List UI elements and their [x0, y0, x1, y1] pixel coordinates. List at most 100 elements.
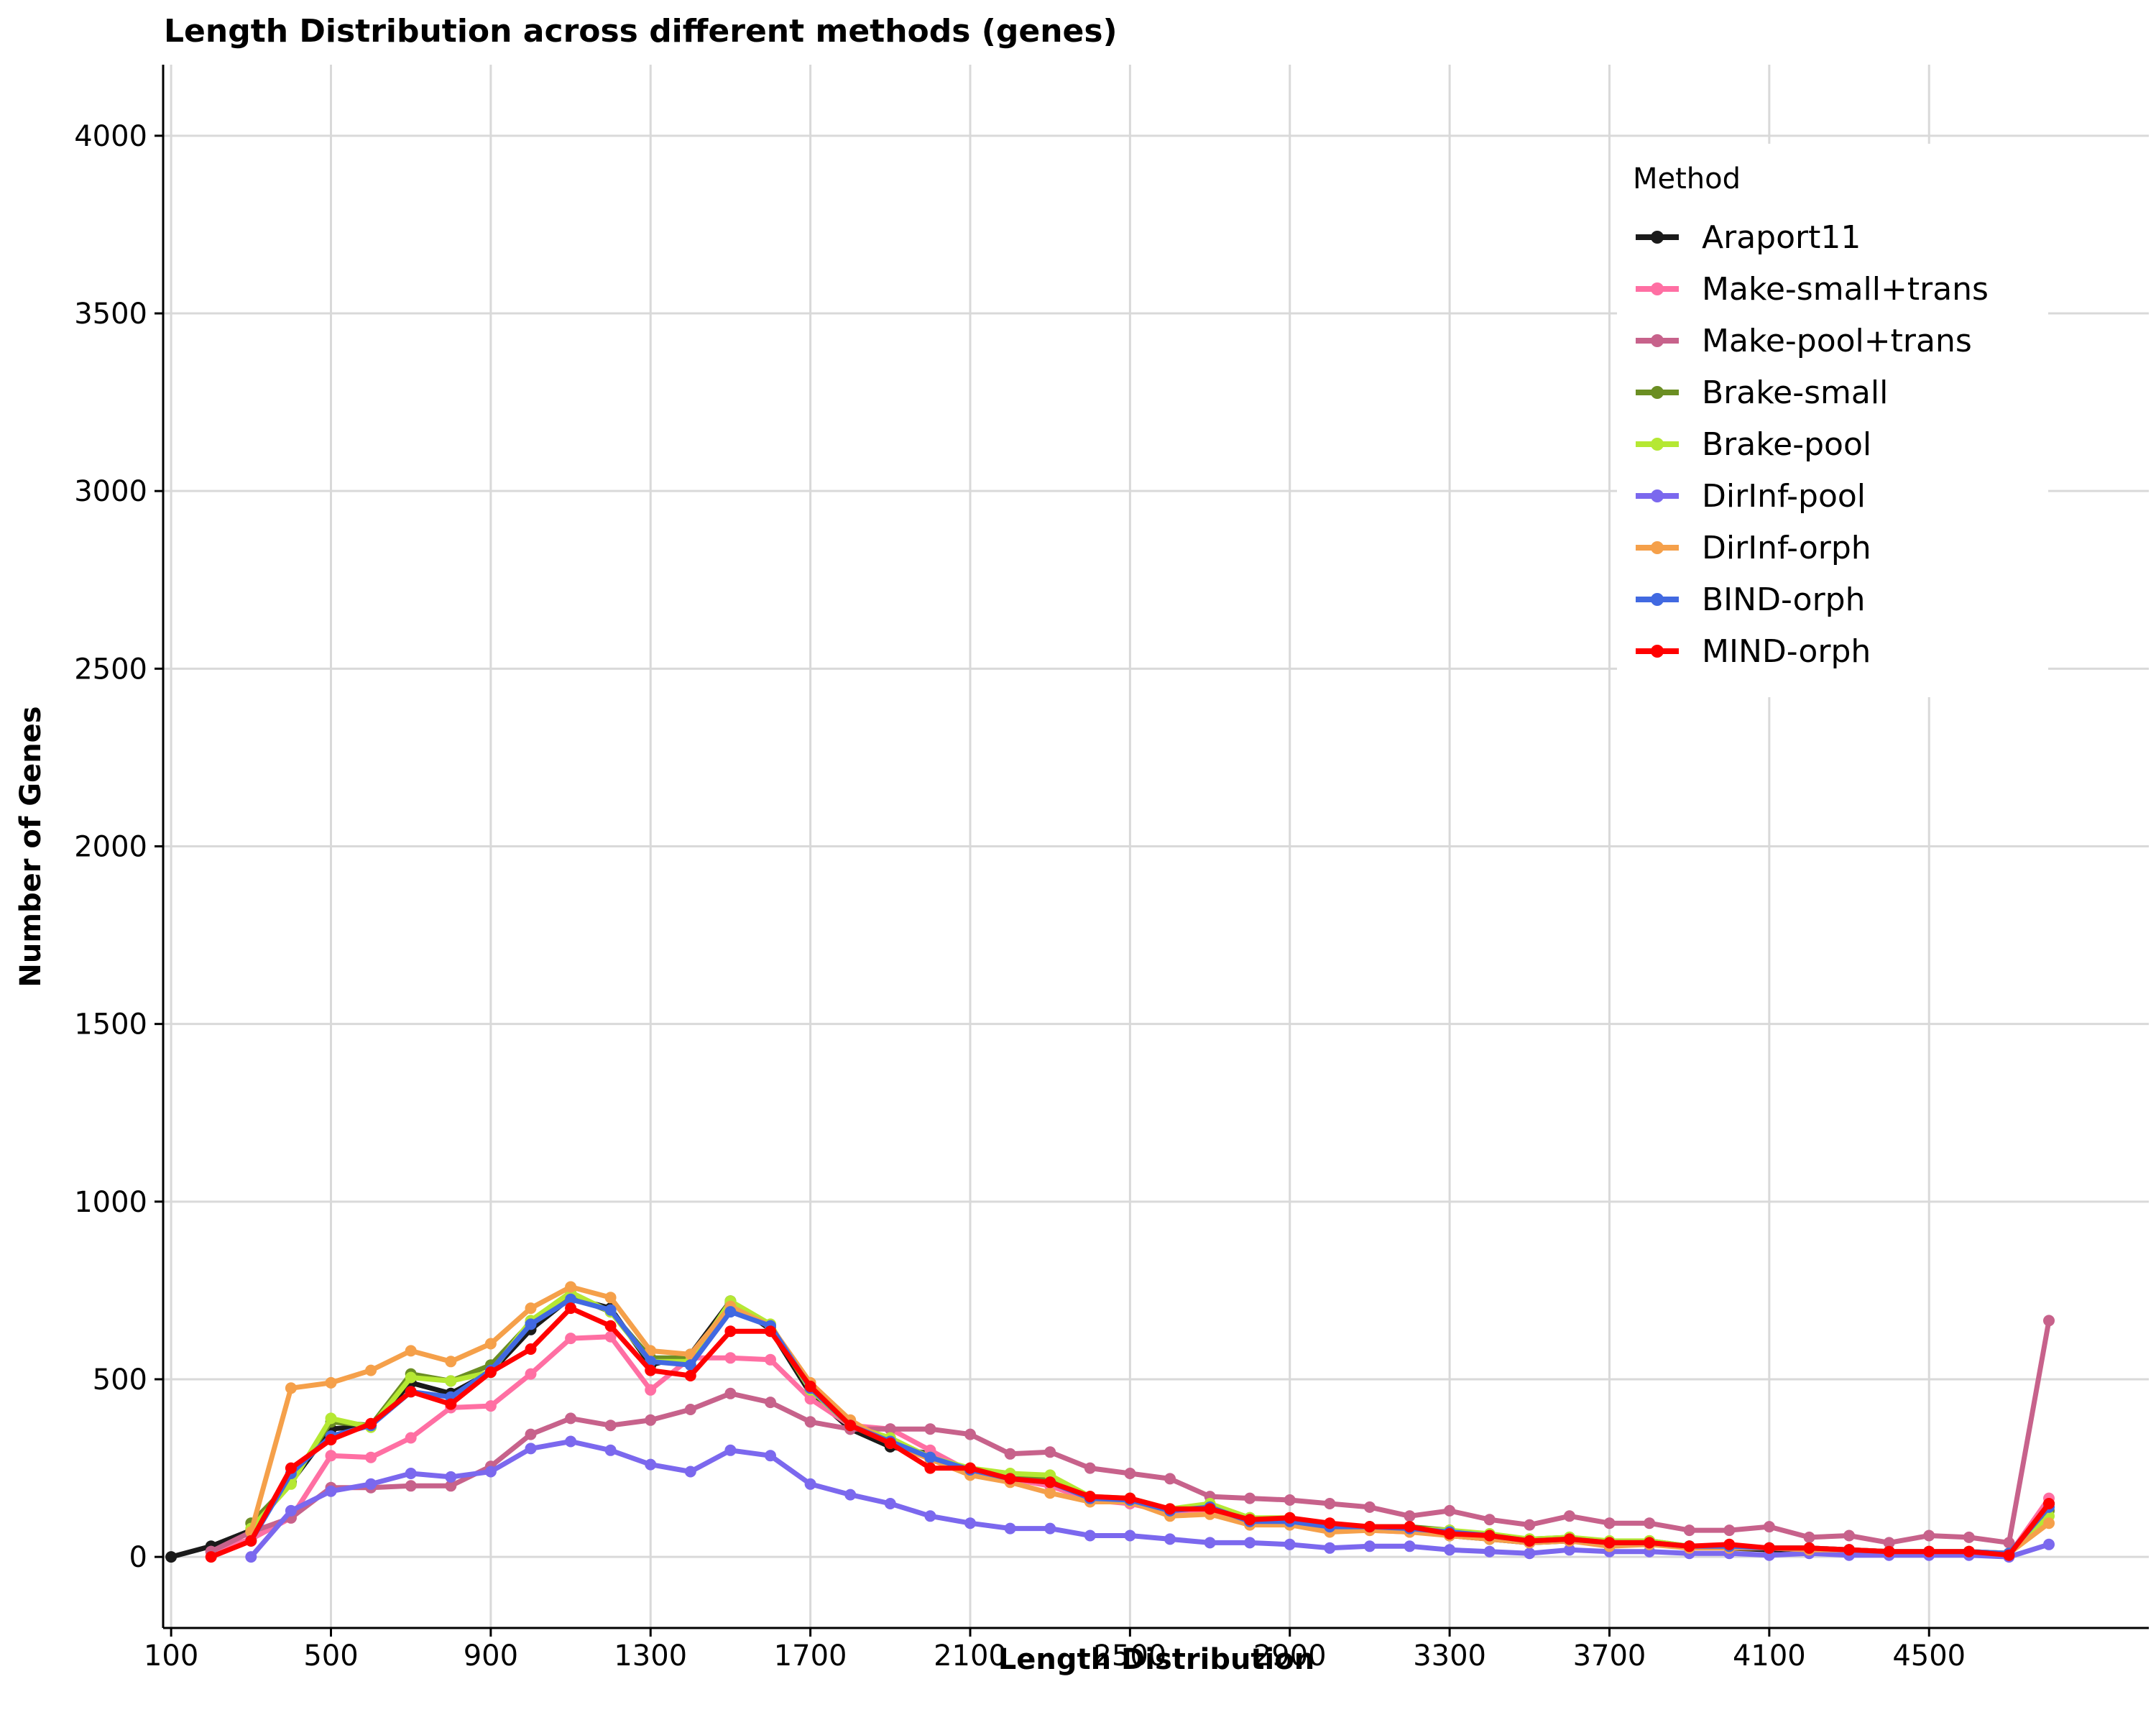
- data-point: [924, 1423, 936, 1435]
- data-point: [405, 1468, 417, 1479]
- data-point: [285, 1462, 297, 1474]
- data-point: [1923, 1545, 1935, 1558]
- data-point: [604, 1444, 617, 1456]
- data-point: [804, 1478, 816, 1490]
- data-point: [1524, 1547, 1536, 1560]
- x-tick-label: 900: [464, 1639, 518, 1673]
- x-tick-labels: 100 500 900 1300 1700 2100 2500 2900 3300 3700 410…: [144, 1628, 1966, 1673]
- data-point: [1244, 1537, 1256, 1549]
- legend-item: Make-small+trans: [1636, 271, 1989, 308]
- data-point: [365, 1451, 377, 1463]
- data-point: [445, 1480, 457, 1492]
- data-point: [1084, 1462, 1096, 1474]
- legend-label: Araport11: [1702, 219, 1861, 256]
- legend-title: Method: [1633, 162, 1741, 196]
- legend-items: Araport11 Make-small+trans Make-pool+trans…: [1636, 219, 1989, 670]
- data-point: [1204, 1537, 1216, 1549]
- y-tick-label: 3500: [74, 298, 147, 331]
- legend-swatch-point: [1651, 489, 1664, 502]
- legend-label: Make-pool+trans: [1702, 323, 1972, 359]
- data-point: [1444, 1504, 1456, 1517]
- data-point: [1843, 1544, 1855, 1556]
- data-point: [525, 1368, 537, 1380]
- data-point: [1563, 1533, 1575, 1545]
- data-point: [1963, 1545, 1975, 1558]
- data-point: [724, 1387, 737, 1399]
- data-point: [1603, 1517, 1616, 1530]
- data-point: [1124, 1530, 1136, 1542]
- data-point: [285, 1504, 297, 1517]
- data-point: [1524, 1519, 1536, 1531]
- x-tick-label: 2500: [1093, 1639, 1166, 1673]
- data-point: [844, 1489, 857, 1501]
- data-point: [1363, 1540, 1376, 1552]
- data-point: [1324, 1498, 1336, 1509]
- legend-swatch-point: [1651, 282, 1664, 295]
- data-point: [1044, 1446, 1056, 1458]
- data-point: [325, 1376, 337, 1389]
- x-tick-label: 2100: [934, 1639, 1007, 1673]
- data-point: [165, 1551, 178, 1563]
- data-point: [604, 1304, 617, 1316]
- data-point: [1483, 1514, 1496, 1526]
- chart-title: Length Distribution across different met…: [164, 13, 1118, 50]
- data-point: [1923, 1530, 1935, 1542]
- series-line: [248, 1284, 2051, 1556]
- y-tick-label: 500: [93, 1363, 147, 1397]
- data-point: [1683, 1524, 1695, 1537]
- data-point: [1644, 1517, 1656, 1530]
- legend-label: Brake-small: [1702, 374, 1888, 411]
- data-point: [1244, 1514, 1256, 1526]
- data-point: [1803, 1542, 1815, 1554]
- series-make-pool-trans: [205, 1315, 2055, 1558]
- series-brake-pool: [245, 1286, 2055, 1560]
- y-axis-title: Number of Genes: [14, 706, 47, 987]
- data-point: [1324, 1542, 1336, 1554]
- y-tick-label: 2000: [74, 831, 147, 864]
- data-point: [2043, 1315, 2055, 1327]
- legend-swatch-point: [1651, 438, 1664, 451]
- data-point: [1883, 1545, 1895, 1558]
- data-point: [765, 1397, 776, 1409]
- data-point: [525, 1343, 537, 1355]
- data-point: [1444, 1528, 1456, 1540]
- data-point: [565, 1281, 577, 1293]
- data-point: [884, 1438, 896, 1449]
- data-point: [1603, 1537, 1616, 1549]
- legend-swatch-point: [1651, 231, 1664, 244]
- data-point: [405, 1386, 417, 1398]
- data-point: [1164, 1473, 1176, 1485]
- data-point: [325, 1450, 337, 1462]
- data-point: [684, 1404, 696, 1415]
- data-point: [2043, 1517, 2055, 1530]
- data-point: [445, 1356, 457, 1368]
- data-point: [1683, 1540, 1695, 1552]
- y-tick-label: 4000: [74, 120, 147, 153]
- data-point: [645, 1384, 657, 1396]
- data-point: [1244, 1492, 1256, 1504]
- data-point: [1284, 1512, 1296, 1524]
- x-tick-label: 1300: [614, 1639, 687, 1673]
- series-bind-orph: [245, 1293, 2055, 1560]
- y-tick-labels: 0 500 1000 1500 2000 2500 3000 3500 4000: [74, 120, 163, 1574]
- data-point: [365, 1417, 377, 1430]
- data-point: [484, 1366, 497, 1379]
- data-point: [724, 1325, 737, 1338]
- legend-swatch-point: [1651, 386, 1664, 399]
- data-point: [325, 1412, 337, 1425]
- y-tick-label: 2500: [74, 653, 147, 686]
- data-point: [1483, 1530, 1496, 1542]
- legend-swatch-point: [1651, 593, 1664, 606]
- data-point: [2043, 1498, 2055, 1509]
- data-point: [724, 1352, 737, 1364]
- legend-item: MIND-orph: [1636, 633, 1871, 670]
- x-tick-label: 2900: [1253, 1639, 1327, 1673]
- data-point: [1404, 1521, 1416, 1533]
- data-point: [884, 1423, 896, 1435]
- data-point: [565, 1333, 577, 1345]
- data-point: [604, 1420, 617, 1432]
- legend-item: Brake-pool: [1636, 426, 1871, 463]
- data-point: [445, 1471, 457, 1483]
- data-point: [924, 1451, 936, 1463]
